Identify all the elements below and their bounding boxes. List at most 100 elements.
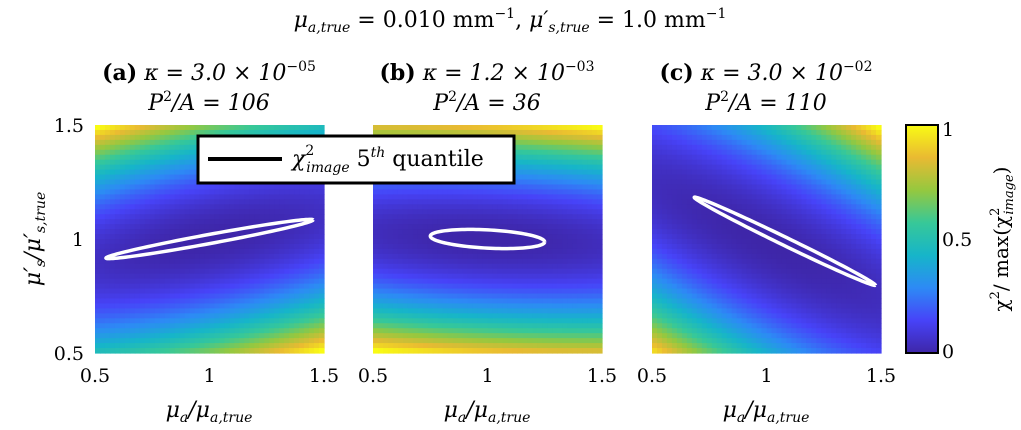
heatmap-cell (179, 219, 186, 225)
heatmap-cell (239, 288, 245, 295)
heatmap-cell (144, 303, 151, 309)
heatmap-cell (442, 283, 449, 290)
heatmap-cell (274, 278, 280, 285)
heatmap-cell (467, 199, 474, 205)
heatmap-cell (851, 129, 857, 136)
heatmap-cell (666, 129, 673, 136)
heatmap-cell (472, 268, 479, 275)
heatmap-cell (149, 189, 156, 195)
heatmap-cell (169, 234, 176, 240)
heatmap-cell (99, 219, 106, 225)
heatmap-cell (139, 189, 146, 195)
heatmap-cell (736, 184, 743, 191)
heatmap-cell (99, 174, 106, 181)
heatmap-cell (811, 199, 817, 205)
heatmap-cell (517, 239, 523, 245)
heatmap-cell (751, 139, 758, 146)
heatmap-cell (522, 144, 528, 151)
heatmap-cell (871, 164, 877, 171)
heatmap-cell (587, 273, 593, 280)
heatmap-cell (472, 318, 479, 324)
heatmap-cell (259, 303, 265, 309)
heatmap-cell (816, 139, 822, 146)
heatmap-cell (691, 164, 698, 171)
heatmap-cell (174, 258, 181, 265)
heatmap-cell (806, 149, 812, 156)
heatmap-cell (392, 189, 399, 195)
heatmap-cell (159, 338, 166, 344)
heatmap-cell (557, 288, 563, 295)
heatmap-cell (537, 248, 543, 255)
heatmap-cell (831, 159, 837, 166)
heatmap-cell (462, 288, 469, 295)
heatmap-cell (866, 129, 872, 136)
heatmap-cell (129, 263, 136, 270)
heatmap-cell (319, 298, 325, 305)
heatmap-cell (407, 348, 414, 354)
heatmap-cell (577, 199, 583, 205)
heatmap-cell (517, 174, 523, 181)
heatmap-cell (397, 303, 404, 309)
heatmap-cell (199, 184, 206, 191)
heatmap-cell (582, 209, 588, 215)
heatmap-cell (542, 159, 548, 166)
heatmap-cell (671, 164, 678, 171)
heatmap-cell (149, 174, 156, 181)
heatmap-cell (417, 224, 424, 230)
heatmap-cell (174, 283, 181, 290)
heatmap-cell (299, 209, 305, 215)
heatmap-cell (397, 224, 404, 230)
heatmap-cell (214, 303, 221, 309)
heatmap-cell (527, 239, 533, 245)
heatmap-cell (184, 169, 191, 176)
heatmap-cell (159, 293, 166, 300)
heatmap-cell (497, 184, 504, 191)
heatmap-cell (224, 219, 231, 225)
heatmap-cell (417, 288, 424, 295)
heatmap-cell (856, 179, 862, 186)
heatmap-cell (711, 149, 718, 156)
heatmap-cell (199, 273, 206, 280)
heatmap-cell (214, 224, 221, 230)
heatmap-cell (377, 348, 384, 354)
heatmap-cell (139, 179, 146, 186)
heatmap-cell (224, 323, 231, 329)
heatmap-cell (482, 278, 489, 285)
heatmap-cell (154, 199, 161, 205)
heatmap-cell (741, 159, 748, 166)
heatmap-cell (269, 125, 275, 131)
heatmap-cell (831, 199, 837, 205)
heatmap-cell (264, 303, 270, 309)
heatmap-cell (821, 184, 827, 191)
heatmap-cell (304, 273, 310, 280)
heatmap-cell (856, 199, 862, 205)
heatmap-cell (552, 333, 558, 339)
heatmap-cell (587, 248, 593, 255)
heatmap-cell (114, 169, 121, 176)
heatmap-cell (104, 154, 111, 161)
heatmap-cell (462, 293, 469, 300)
heatmap-cell (876, 194, 882, 200)
heatmap-cell (572, 125, 578, 131)
heatmap-cell (249, 313, 255, 319)
heatmap-cell (184, 229, 191, 235)
heatmap-cell (144, 248, 151, 255)
heatmap-cell (587, 204, 593, 210)
heatmap-cell (582, 263, 588, 270)
heatmap-cell (299, 194, 305, 200)
heatmap-cell (542, 129, 548, 136)
heatmap-cell (547, 174, 553, 181)
heatmap-cell (199, 248, 206, 255)
heatmap-cell (482, 323, 489, 329)
heatmap-cell (314, 129, 320, 136)
heatmap-cell (149, 273, 156, 280)
heatmap-cell (492, 125, 499, 131)
heatmap-cell (557, 134, 563, 141)
heatmap-cell (492, 288, 499, 295)
heatmap-cell (284, 308, 290, 314)
heatmap-cell (666, 179, 673, 186)
heatmap-cell (164, 273, 171, 280)
heatmap-cell (294, 234, 300, 240)
heatmap-cell (587, 313, 593, 319)
heatmap-cell (497, 258, 504, 265)
